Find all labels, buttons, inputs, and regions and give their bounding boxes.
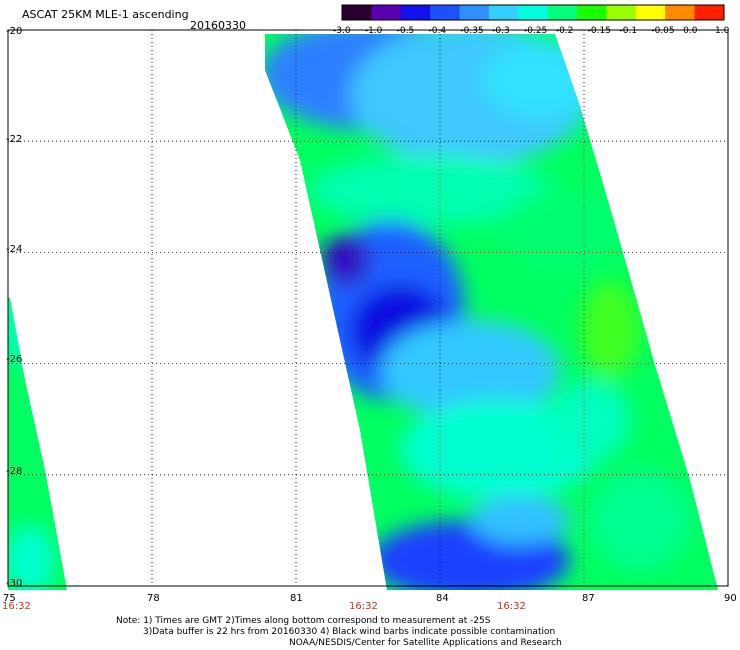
lon-label-87: 87	[582, 593, 595, 604]
lat-label-26: -26	[6, 354, 23, 365]
colorbar-segment	[577, 5, 607, 20]
colorbar-label: -0.2	[555, 26, 574, 36]
lat-label-20: -20	[6, 26, 23, 37]
colorbar-label: -0.35	[460, 26, 484, 36]
colorbar-label: -0.3	[492, 26, 510, 36]
lat-label-24: -24	[6, 244, 23, 255]
lon-label-78: 78	[147, 593, 160, 604]
time-label-2: 16:32	[349, 601, 378, 612]
colorbar-segment	[430, 5, 461, 20]
map-title: ASCAT 25KM MLE-1 ascending	[22, 8, 189, 21]
colorbar-segment	[488, 5, 519, 20]
lon-label-81: 81	[290, 593, 303, 604]
lat-label-28: -28	[6, 466, 23, 477]
colorbar-segment	[459, 5, 490, 20]
colorbar-label: -3.0	[333, 26, 351, 36]
map-date: 20160330	[190, 19, 246, 32]
colorbar-segment	[635, 5, 666, 20]
time-label-1: 16:32	[2, 601, 31, 612]
lat-label-22: -22	[6, 134, 23, 145]
time-label-3: 16:32	[497, 601, 526, 612]
footer-note-1: Note: 1) Times are GMT 2)Times along bot…	[116, 616, 491, 626]
colorbar-frame	[341, 4, 725, 21]
footer-note-2: 3)Data buffer is 22 hrs from 20160330 4)…	[143, 627, 556, 637]
colorbar-segment	[606, 5, 637, 20]
colorbar-label: 1.0	[715, 26, 730, 36]
colorbar-label: -1.0	[364, 26, 383, 36]
colorbar-segment	[665, 5, 696, 20]
colorbar-segment	[547, 5, 578, 20]
colorbar-label: 0.0	[683, 26, 698, 36]
main-swath	[265, 34, 718, 590]
grid-lines	[8, 30, 728, 586]
colorbar-label: -0.5	[396, 26, 415, 36]
lon-label-84: 84	[436, 593, 449, 604]
colorbar-label: -0.4	[428, 26, 447, 36]
footer-note-3: NOAA/NESDIS/Center for Satellite Applica…	[289, 638, 562, 648]
colorbar-label: -0.1	[619, 26, 638, 36]
colorbar	[341, 4, 725, 21]
colorbar-label: -0.25	[524, 26, 548, 36]
colorbar-segment	[342, 5, 372, 20]
colorbar-segment	[518, 5, 549, 20]
colorbar-label: -0.15	[587, 26, 611, 36]
lon-label-75: 75	[3, 593, 16, 604]
colorbar-segment	[371, 5, 402, 20]
lat-label-30: -30	[6, 578, 23, 589]
lon-label-90: 90	[724, 593, 737, 604]
colorbar-label: -0.05	[651, 26, 675, 36]
colorbar-segment	[694, 5, 725, 20]
colorbar-segment	[400, 5, 431, 20]
west-swath	[8, 298, 67, 590]
map-frame	[7, 29, 729, 587]
